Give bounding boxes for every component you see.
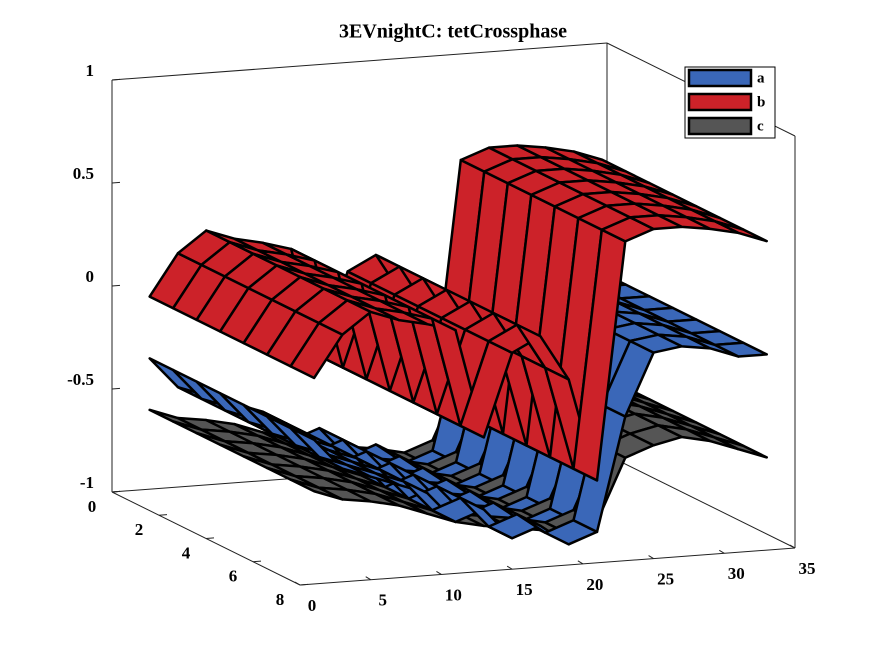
y-tick-label: 8 — [276, 590, 285, 609]
axis-line — [606, 454, 796, 549]
y-tick — [205, 537, 215, 539]
x-tick-label: 15 — [516, 580, 533, 599]
x-tick-label: 35 — [799, 559, 816, 578]
x-tick — [719, 549, 725, 554]
z-tick-label: 0.5 — [73, 164, 94, 183]
x-tick-label: 10 — [445, 585, 462, 604]
z-tick — [111, 181, 121, 184]
z-tick-label: 1 — [86, 61, 95, 80]
x-tick-label: 5 — [378, 591, 387, 610]
legend-label: c — [757, 118, 764, 134]
y-tick — [111, 490, 121, 493]
axis-line — [299, 547, 796, 586]
x-tick — [294, 581, 301, 586]
legend-label: b — [757, 94, 765, 110]
y-tick-label: 6 — [229, 567, 238, 586]
z-tick-label: 0 — [86, 267, 95, 286]
z-tick — [111, 78, 121, 81]
y-tick-label: 4 — [182, 543, 191, 562]
x-tick — [365, 576, 371, 581]
chart-title: 3EVnightC: tetCrossphase — [339, 21, 567, 43]
x-tick-label: 0 — [308, 596, 317, 615]
axis-line — [111, 42, 608, 81]
surface-cell — [713, 220, 768, 243]
x-tick-label: 30 — [728, 564, 745, 583]
x-tick — [577, 560, 584, 565]
x-tick — [789, 544, 796, 549]
y-tick — [158, 514, 168, 516]
x-tick — [648, 555, 654, 560]
x-tick — [436, 570, 442, 575]
legend-swatch — [687, 68, 753, 88]
surface-cell — [713, 341, 768, 358]
x-tick-label: 20 — [586, 575, 603, 594]
z-tick-label: -1 — [80, 473, 94, 492]
z-tick — [111, 387, 121, 390]
z-tick-label: -0.5 — [67, 370, 94, 389]
y-tick — [299, 583, 309, 586]
x-tick — [506, 565, 513, 570]
legend-label: a — [757, 70, 765, 86]
y-tick-label: 0 — [88, 497, 97, 516]
surface-cell — [713, 436, 768, 459]
legend-swatch — [687, 92, 753, 112]
z-tick — [111, 284, 121, 287]
y-tick-label: 2 — [135, 520, 144, 539]
x-tick-label: 25 — [657, 569, 674, 588]
y-tick — [252, 560, 262, 563]
legend-swatch — [687, 116, 753, 136]
